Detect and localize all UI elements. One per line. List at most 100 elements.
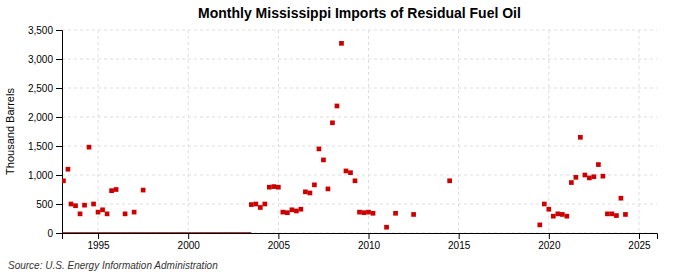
point xyxy=(299,207,304,212)
tick-label: 0 xyxy=(47,228,53,239)
point xyxy=(560,212,565,217)
point xyxy=(82,203,87,208)
tick: 2,000 xyxy=(28,112,62,123)
point xyxy=(339,41,344,46)
grid-line xyxy=(638,30,639,233)
tick: 1995 xyxy=(87,233,110,251)
grid-line xyxy=(62,117,657,118)
point xyxy=(344,169,349,174)
tick-mark xyxy=(56,88,62,89)
grid-line xyxy=(368,30,369,233)
point xyxy=(272,184,277,189)
point xyxy=(308,191,313,196)
grid-line xyxy=(278,30,279,233)
point xyxy=(587,176,592,181)
tick: 2020 xyxy=(538,233,561,251)
y-axis-title: Thousand Barrels xyxy=(4,88,16,175)
chart: 1995 2000 2005 2010 2015 2020 2025 0 500 1,000 1,5… xyxy=(0,0,675,275)
tick-label: 2010 xyxy=(358,240,381,251)
tick-label: 2,000 xyxy=(28,112,53,123)
point xyxy=(96,210,101,215)
point xyxy=(565,214,570,219)
point xyxy=(411,212,416,217)
tick: 2025 xyxy=(628,233,651,251)
point xyxy=(330,120,335,125)
point xyxy=(605,212,610,217)
point xyxy=(542,202,547,207)
tick-mark xyxy=(459,233,460,239)
point xyxy=(623,212,628,217)
tick-mark xyxy=(639,233,640,239)
point xyxy=(249,202,254,207)
axis-line xyxy=(56,31,63,234)
point xyxy=(285,210,290,215)
point xyxy=(601,174,606,179)
tick-mark xyxy=(56,204,62,205)
tick: 500 xyxy=(36,199,62,210)
tick-label: 2005 xyxy=(268,240,291,251)
tick-label: 1,500 xyxy=(28,141,53,152)
point xyxy=(592,174,597,179)
grid xyxy=(62,30,657,233)
point xyxy=(69,202,74,207)
point xyxy=(78,212,83,217)
grid-line xyxy=(62,146,657,147)
tick-label: 1995 xyxy=(87,240,110,251)
tick-label: 2025 xyxy=(628,240,651,251)
tick-label: 3,500 xyxy=(28,25,53,36)
point xyxy=(537,223,542,228)
point xyxy=(551,214,556,219)
tick-mark xyxy=(56,233,62,234)
tick-mark xyxy=(278,233,279,239)
point xyxy=(578,135,583,140)
point xyxy=(66,167,71,172)
point xyxy=(281,210,286,215)
point xyxy=(574,175,579,180)
point xyxy=(312,183,317,188)
tick: 2015 xyxy=(448,233,471,251)
axis-line xyxy=(63,234,658,240)
point xyxy=(114,187,119,192)
grid-line xyxy=(62,175,657,176)
tick: 2005 xyxy=(268,233,291,251)
tick-mark xyxy=(56,59,62,60)
grid-line xyxy=(548,30,549,233)
point xyxy=(267,185,272,190)
line xyxy=(62,232,251,233)
point xyxy=(100,207,105,212)
source: Source: U.S. Energy Information Administ… xyxy=(8,260,218,271)
point xyxy=(610,212,615,217)
tick: 3,500 xyxy=(28,25,62,36)
point xyxy=(141,188,146,193)
tick-mark xyxy=(549,233,550,239)
grid-line xyxy=(62,30,657,31)
tick-label: 1,000 xyxy=(28,170,53,181)
tick: 2000 xyxy=(178,233,201,251)
point xyxy=(62,178,66,183)
point xyxy=(303,189,308,194)
point xyxy=(335,104,340,109)
point xyxy=(91,202,96,207)
point xyxy=(109,188,114,193)
tick: 3,000 xyxy=(28,54,62,65)
plot: 1995 2000 2005 2010 2015 2020 2025 0 500 1,000 1,5… xyxy=(28,25,658,251)
grid-line xyxy=(62,204,657,205)
tick: 0 xyxy=(47,228,62,239)
marks xyxy=(62,41,628,233)
grid-line xyxy=(62,88,657,89)
point xyxy=(276,185,281,190)
x-axis: 1995 2000 2005 2010 2015 2020 2025 xyxy=(63,233,658,251)
point xyxy=(253,202,258,207)
point xyxy=(393,211,398,216)
y-axis: 05001,0001,5002,0002,5003,0003,500 xyxy=(28,25,63,239)
point xyxy=(105,212,110,217)
point xyxy=(614,213,619,218)
point xyxy=(321,158,326,163)
point xyxy=(262,202,267,207)
grid-line xyxy=(62,59,657,60)
point xyxy=(546,207,551,212)
tick-mark xyxy=(56,146,62,147)
point xyxy=(132,210,137,215)
point xyxy=(555,212,560,217)
grid-line xyxy=(188,30,189,233)
